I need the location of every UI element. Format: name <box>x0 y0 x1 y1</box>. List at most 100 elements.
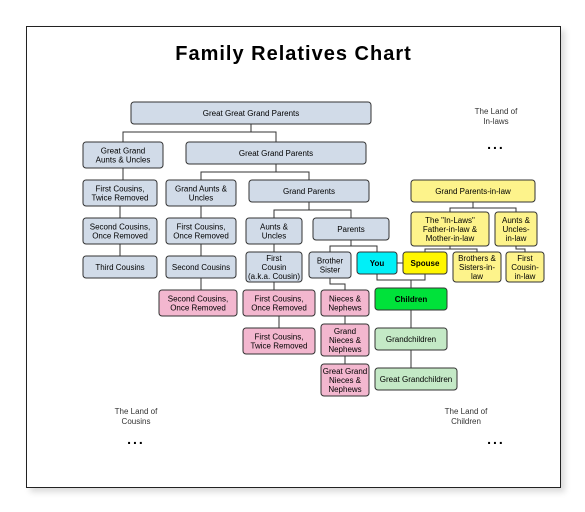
label-gnn: Nephews <box>328 345 361 354</box>
node-sc: Second Cousins <box>166 256 236 278</box>
node-gp: Grand Parents <box>249 180 369 202</box>
label-fcil: Cousin- <box>511 263 539 272</box>
label-sc1r: Once Removed <box>92 232 148 241</box>
note-children: The Land of <box>445 407 488 416</box>
label-fc: (a.k.a. Cousin) <box>248 272 300 281</box>
note-cousins: The Land of <box>115 407 158 416</box>
label-bsil: Sisters-in- <box>459 263 495 272</box>
label-fc1r: Once Removed <box>173 232 229 241</box>
node-nn: Nieces &Nephews <box>321 290 369 316</box>
label-fc2r: Twice Removed <box>92 194 149 203</box>
label-fc: First <box>266 254 282 263</box>
edge-gpil-auil <box>473 202 516 212</box>
label-ggch: Great Grandchildren <box>380 375 452 384</box>
label-gau: Grand Aunts & <box>175 185 228 194</box>
label-gg-au: Great Grand <box>101 147 145 156</box>
label-fcil: First <box>517 254 533 263</box>
node-ggnn: Great GrandNieces &Nephews <box>321 364 369 396</box>
label-ggnn: Nieces & <box>329 376 362 385</box>
node-ggp: Great Grand Parents <box>186 142 366 164</box>
label-bsil: law <box>471 272 483 281</box>
label-fcil: in-law <box>515 272 536 281</box>
node-fc1r2: First Cousins,Once Removed <box>243 290 315 316</box>
label-auil: Uncles- <box>502 225 529 234</box>
edge-gp-au <box>274 202 309 218</box>
label-inlaws: The "In-Laws" <box>425 216 475 225</box>
chart-sheet: Family Relatives Chart Great Great Grand… <box>26 26 561 488</box>
label-fc1r2: Once Removed <box>251 304 307 313</box>
label-ggp: Great Grand Parents <box>239 149 313 158</box>
label-you: You <box>370 259 385 268</box>
node-par: Parents <box>313 218 389 240</box>
label-au: Uncles <box>262 232 286 241</box>
label-gp: Grand Parents <box>283 187 335 196</box>
label-nn: Nieces & <box>329 295 362 304</box>
node-auil: Aunts &Uncles-in-law <box>495 212 537 246</box>
note-inlaws: The Land of <box>475 107 518 116</box>
node-fc1r: First Cousins,Once Removed <box>166 218 236 244</box>
edge-par-you <box>351 240 377 252</box>
node-sc1r2: Second Cousins,Once Removed <box>159 290 237 316</box>
edge-ggp-gp <box>276 164 309 180</box>
label-fc2r2: Twice Removed <box>251 342 308 351</box>
note-cousins: Cousins <box>122 417 151 426</box>
label-par: Parents <box>337 225 365 234</box>
label-sc: Second Cousins <box>172 263 230 272</box>
label-fc1r2: First Cousins, <box>255 295 304 304</box>
label-ggnn: Nephews <box>328 385 361 394</box>
label-au: Aunts & <box>260 223 289 232</box>
node-au: Aunts &Uncles <box>246 218 302 244</box>
label-gggp: Great Great Grand Parents <box>203 109 300 118</box>
chart-title: Family Relatives Chart <box>41 43 546 66</box>
label-gnn: Nieces & <box>329 336 362 345</box>
node-gpil: Grand Parents-in-law <box>411 180 535 202</box>
node-children: Children <box>375 288 447 310</box>
label-bsil: Brothers & <box>458 254 496 263</box>
label-nn: Nephews <box>328 304 361 313</box>
dots-2: ... <box>127 431 145 447</box>
edge-gp-par <box>309 202 351 218</box>
node-tc: Third Cousins <box>83 256 157 278</box>
label-sc1r2: Second Cousins, <box>168 295 228 304</box>
dots-3: ... <box>487 431 505 447</box>
note-children: Children <box>451 417 481 426</box>
edge-par-bs <box>330 240 351 252</box>
label-bs: Brother <box>317 257 344 266</box>
node-fc: FirstCousin(a.k.a. Cousin) <box>246 252 302 282</box>
label-fc1r: First Cousins, <box>177 223 226 232</box>
family-chart-svg: Great Great Grand ParentsGreat GrandAunt… <box>41 74 546 474</box>
node-gnn: GrandNieces &Nephews <box>321 324 369 356</box>
edge-inlaws-spouse <box>425 246 450 252</box>
node-bs: BrotherSister <box>309 252 351 278</box>
label-tc: Third Cousins <box>95 263 144 272</box>
label-gg-au: Aunts & Uncles <box>96 156 151 165</box>
node-gch: Grandchildren <box>375 328 447 350</box>
node-bsil: Brothers &Sisters-in-law <box>453 252 501 282</box>
edge-inlaws-bsil <box>450 246 477 252</box>
label-ggnn: Great Grand <box>323 367 367 376</box>
label-inlaws: Father-in-law & <box>423 225 478 234</box>
label-fc2r2: First Cousins, <box>255 333 304 342</box>
label-fc: Cousin <box>262 263 287 272</box>
node-gau: Grand Aunts &Uncles <box>166 180 236 206</box>
label-gnn: Grand <box>334 327 356 336</box>
node-fcil: FirstCousin-in-law <box>506 252 544 282</box>
node-inlaws: The "In-Laws"Father-in-law &Mother-in-la… <box>411 212 489 246</box>
label-bs: Sister <box>320 266 341 275</box>
node-gg-au: Great GrandAunts & Uncles <box>83 142 163 168</box>
label-auil: Aunts & <box>502 216 531 225</box>
label-sc1r: Second Cousins, <box>90 223 150 232</box>
edge-gggp-ggp <box>251 124 276 142</box>
note-inlaws: In-laws <box>483 117 508 126</box>
node-gggp: Great Great Grand Parents <box>131 102 371 124</box>
node-sc1r: Second Cousins,Once Removed <box>83 218 157 244</box>
label-auil: in-law <box>506 234 527 243</box>
edge-spouse-children <box>411 274 425 288</box>
node-spouse: Spouse <box>403 252 447 274</box>
edge-bs-nn <box>330 278 345 290</box>
label-fc2r: First Cousins, <box>96 185 145 194</box>
label-gpil: Grand Parents-in-law <box>435 187 511 196</box>
label-inlaws: Mother-in-law <box>426 234 475 243</box>
node-fc2r: First Cousins,Twice Removed <box>83 180 157 206</box>
dots-1: ... <box>487 136 505 152</box>
